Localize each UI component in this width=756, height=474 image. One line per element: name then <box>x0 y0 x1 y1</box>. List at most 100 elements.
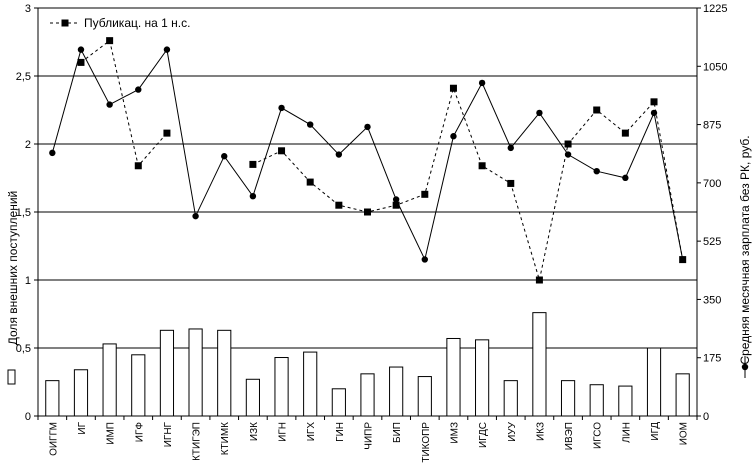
series-line-publications <box>80 39 168 167</box>
circle-marker <box>650 109 658 117</box>
bar <box>560 380 576 417</box>
square-marker <box>449 84 457 92</box>
square-marker <box>163 129 171 137</box>
bar <box>131 354 146 417</box>
circle-marker <box>392 196 400 203</box>
left-tick-label: 2 <box>25 139 31 151</box>
circle-marker <box>335 151 343 158</box>
category-label: ИЗК <box>249 422 260 441</box>
bar <box>646 347 662 417</box>
category-label: ИГ <box>77 421 88 434</box>
circle-marker <box>564 151 572 158</box>
left-tick-label: 2,5 <box>16 71 31 83</box>
square-marker <box>421 190 429 198</box>
category-label: ИГНГ <box>163 421 174 447</box>
bar <box>102 343 117 417</box>
y-axis-title-right: Средняя месячная зарплата без РК, руб. <box>738 135 752 364</box>
category-label: ЧИПР <box>364 422 375 450</box>
bar <box>532 312 547 417</box>
right-tick-label: 875 <box>703 120 721 132</box>
left-tick-label: 1,5 <box>16 207 31 219</box>
category-label: ИМЗ <box>449 422 460 444</box>
category-label: ИГФ <box>134 422 145 443</box>
left-tick-label: 0,5 <box>16 343 31 355</box>
bar <box>360 373 375 417</box>
category-label: КТИГЭП <box>192 422 203 461</box>
circle-marker <box>221 153 228 160</box>
legend-marker <box>61 19 69 27</box>
circle-marker <box>77 46 85 53</box>
category-label: ЛИН <box>621 422 632 443</box>
bar <box>446 337 461 417</box>
bar <box>73 369 89 417</box>
square-marker <box>535 276 543 284</box>
category-label: ИГН <box>278 422 289 442</box>
category-label: ИГХ <box>306 422 317 442</box>
bar <box>188 328 203 417</box>
category-label: ГИН <box>335 422 346 442</box>
series-line-publications <box>252 86 684 281</box>
legend-label: Публикац. на 1 н.с. <box>84 16 190 30</box>
series-line-salary <box>51 48 684 261</box>
bar <box>589 384 604 417</box>
bar <box>331 388 346 417</box>
category-label: ИВЭП <box>564 422 575 450</box>
circle-marker <box>364 123 371 131</box>
circle-marker <box>478 79 486 87</box>
category-label: ТИКОПР <box>421 422 432 463</box>
square-marker <box>564 140 572 148</box>
category-label: ИГДС <box>478 422 489 448</box>
square-marker <box>593 106 601 114</box>
square-marker <box>478 162 486 170</box>
circle-marker <box>679 256 686 263</box>
square-marker <box>77 58 85 66</box>
bar <box>503 380 518 417</box>
bar <box>417 376 432 417</box>
square-marker <box>249 160 257 168</box>
circle-marker <box>450 133 457 140</box>
bar-series-key <box>7 369 16 385</box>
bar <box>217 329 232 417</box>
right-tick-label: 525 <box>703 236 721 248</box>
square-marker <box>306 178 314 186</box>
category-label: ИУУ <box>507 421 518 442</box>
bar <box>618 385 633 417</box>
circle-marker <box>249 192 257 200</box>
circle-marker <box>163 46 171 53</box>
square-marker <box>278 147 286 155</box>
right-tick-label: 1050 <box>703 61 727 73</box>
circle-marker <box>192 212 199 220</box>
circle-marker <box>306 121 314 128</box>
bar <box>245 378 260 417</box>
circle-marker <box>593 168 600 175</box>
circle-marker <box>135 86 142 93</box>
bar <box>159 329 175 417</box>
bar <box>389 366 404 417</box>
category-label: ИКЗ <box>535 422 546 441</box>
right-tick-label: 175 <box>703 353 721 365</box>
square-marker <box>507 179 515 187</box>
square-marker <box>134 162 142 170</box>
y-axis-title: Доля внешних поступлений <box>6 191 20 345</box>
circle-marker <box>622 174 629 182</box>
category-label: ОИГГМ <box>48 422 59 456</box>
category-label: ИОМ <box>679 422 690 445</box>
left-tick-label: 0 <box>25 411 31 423</box>
category-label: ИГСО <box>593 422 604 449</box>
left-tick-label: 3 <box>25 3 31 15</box>
circle-marker <box>106 101 113 108</box>
right-tick-label: 700 <box>703 178 721 190</box>
bar <box>303 351 318 417</box>
left-tick-label: 1 <box>25 275 31 287</box>
category-label: БИП <box>392 422 403 443</box>
bar <box>475 339 490 417</box>
category-label: КТИМК <box>220 422 231 455</box>
right-tick-label: 0 <box>703 411 709 423</box>
square-marker <box>621 129 629 137</box>
square-marker <box>364 208 371 216</box>
bar <box>274 357 289 417</box>
square-marker <box>650 98 658 106</box>
circle-marker <box>507 144 514 152</box>
